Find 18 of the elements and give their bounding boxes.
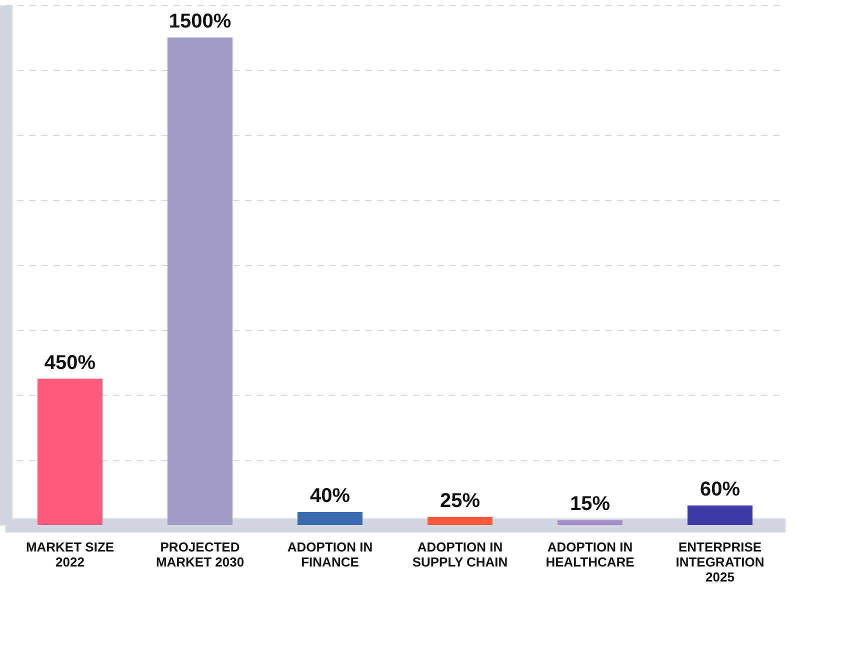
data-label: 450% bbox=[44, 352, 96, 374]
data-label: 1500% bbox=[168, 10, 232, 32]
x-tick-label: ADOPTION IN HEALTHCARE bbox=[546, 540, 635, 570]
bar bbox=[38, 378, 102, 525]
bar bbox=[428, 516, 492, 525]
x-tick-label: ADOPTION IN FINANCE bbox=[287, 540, 373, 570]
x-tick-label: MARKET SIZE 2022 bbox=[26, 540, 114, 570]
data-label: 60% bbox=[700, 478, 740, 500]
data-label: 40% bbox=[310, 485, 350, 507]
bar bbox=[168, 38, 232, 525]
bar bbox=[558, 520, 622, 525]
data-label: 15% bbox=[570, 493, 610, 516]
data-label: 25% bbox=[440, 490, 480, 512]
x-tick-label: PROJECTED MARKET 2030 bbox=[156, 540, 244, 570]
bar bbox=[298, 512, 362, 525]
bar bbox=[688, 506, 752, 525]
x-tick-label: ADOPTION IN SUPPLY CHAIN bbox=[412, 540, 508, 570]
x-tick-label: ENTERPRISE INTEGRATION 2025 bbox=[676, 540, 764, 584]
